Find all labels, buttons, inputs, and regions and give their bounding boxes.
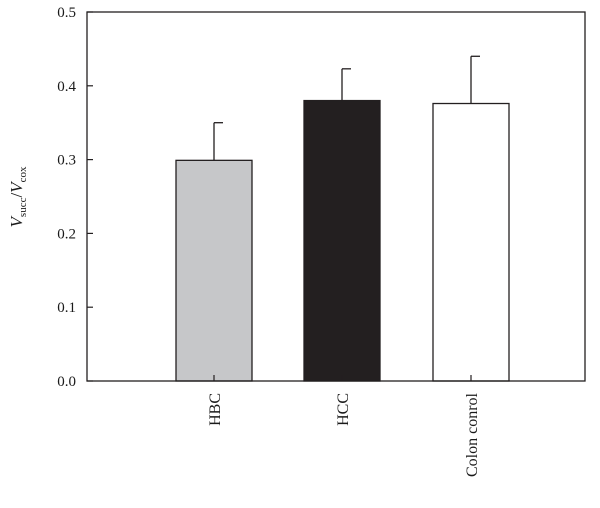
y-tick-label-1: 0.1 <box>57 300 76 316</box>
y-axis-label-var1: V <box>7 214 26 227</box>
y-tick-label-2: 0.2 <box>57 226 76 242</box>
bar-colon-conrol <box>432 102 510 382</box>
y-axis-label-sub2: cox <box>17 166 29 182</box>
x-category-label-hcc: HCC <box>335 393 352 426</box>
error-bars-layer <box>213 55 480 161</box>
y-axis-label-var2: V <box>7 180 26 193</box>
plot-frame <box>86 11 586 382</box>
y-axis-label-sep: / <box>7 193 26 198</box>
y-tick-label-0: 0.0 <box>57 374 76 390</box>
bar-hbc <box>175 159 253 382</box>
y-axis-label-sub1: succ <box>17 197 29 217</box>
category-labels-layer: HBC HCC Colon conrol <box>207 375 481 477</box>
bar-hcc <box>303 99 381 382</box>
y-axis-label: Vsucc/Vcox <box>7 166 29 227</box>
y-tick-label-5: 0.5 <box>57 5 76 21</box>
x-category-label-hbc: HBC <box>207 393 224 426</box>
y-ticks-layer: 0.0 0.1 0.2 0.3 0.4 0.5 <box>57 5 93 390</box>
y-tick-label-4: 0.4 <box>57 79 76 95</box>
x-category-label-colon-conrol: Colon conrol <box>464 392 481 477</box>
y-tick-label-3: 0.3 <box>57 153 76 169</box>
bars-layer <box>175 99 510 382</box>
